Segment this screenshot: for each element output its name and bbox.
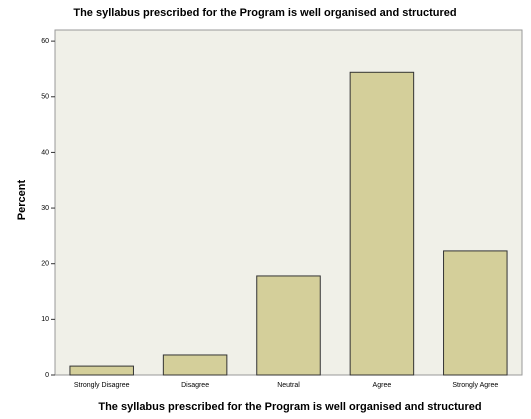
x-tick-label: Strongly Agree <box>452 382 498 389</box>
y-tick-label: 60 <box>41 38 49 45</box>
bar <box>443 250 508 376</box>
y-tick-label: 50 <box>41 94 49 101</box>
bar <box>256 275 321 376</box>
bar <box>69 365 134 376</box>
x-axis-label: The syllabus prescribed for the Program … <box>98 401 481 413</box>
y-tick-label: 40 <box>41 149 49 156</box>
chart-title: The syllabus prescribed for the Program … <box>73 7 456 19</box>
y-tick-label: 0 <box>45 372 49 379</box>
bar <box>349 71 415 376</box>
x-tick-label: Agree <box>373 382 392 389</box>
y-tick-label: 20 <box>41 261 49 268</box>
bar <box>162 354 228 376</box>
y-tick-label: 10 <box>41 316 49 323</box>
y-tick-label: 30 <box>41 205 49 212</box>
x-tick-label: Disagree <box>181 382 209 389</box>
x-tick-label: Strongly Disagree <box>74 382 130 389</box>
x-tick-label: Neutral <box>277 382 300 389</box>
y-axis-label: Percent <box>16 179 28 220</box>
